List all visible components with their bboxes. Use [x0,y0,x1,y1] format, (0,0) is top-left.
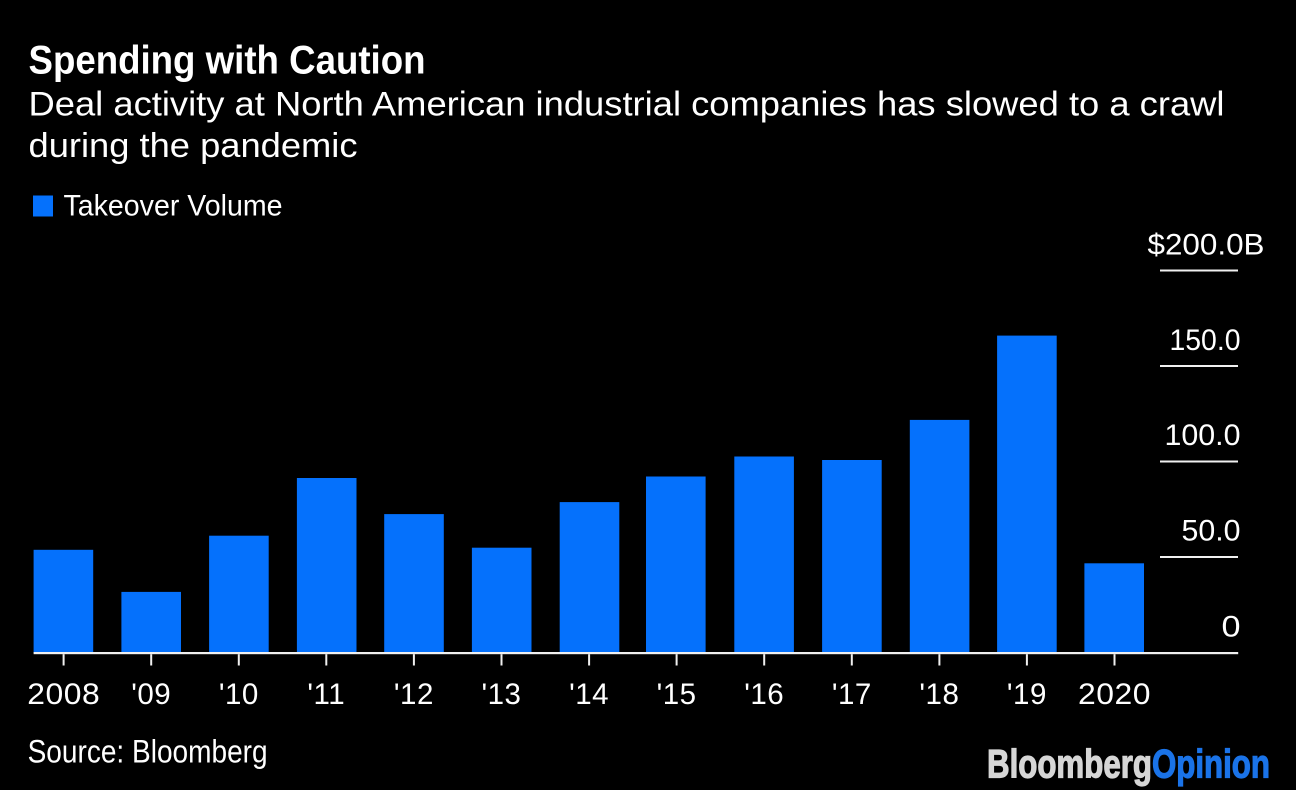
svg-text:Source: Bloomberg: Source: Bloomberg [28,734,268,770]
svg-text:'12: '12 [394,678,434,711]
svg-text:$200.0B: $200.0B [1148,229,1265,262]
svg-text:'16: '16 [744,678,784,711]
svg-text:'18: '18 [919,678,959,711]
svg-text:2008: 2008 [27,678,100,711]
svg-text:Takeover Volume: Takeover Volume [64,190,283,223]
svg-text:'19: '19 [1007,678,1047,711]
svg-text:100.0: 100.0 [1165,419,1241,452]
svg-text:50.0: 50.0 [1182,515,1241,548]
svg-text:'14: '14 [569,678,609,711]
svg-text:'09: '09 [131,678,171,711]
svg-text:'17: '17 [832,678,872,711]
svg-text:BloombergOpinion: BloombergOpinion [987,743,1270,787]
svg-text:'11: '11 [307,678,345,711]
svg-text:150.0: 150.0 [1170,324,1241,357]
svg-text:Deal activity at North America: Deal activity at North American industri… [29,85,1225,123]
svg-text:2020: 2020 [1078,678,1151,711]
svg-text:'13: '13 [482,678,522,711]
svg-text:'10: '10 [219,678,259,711]
svg-text:during the pandemic: during the pandemic [29,127,358,165]
svg-text:0: 0 [1222,610,1241,643]
svg-text:'15: '15 [657,678,697,711]
svg-text:Spending with Caution: Spending with Caution [29,39,426,83]
